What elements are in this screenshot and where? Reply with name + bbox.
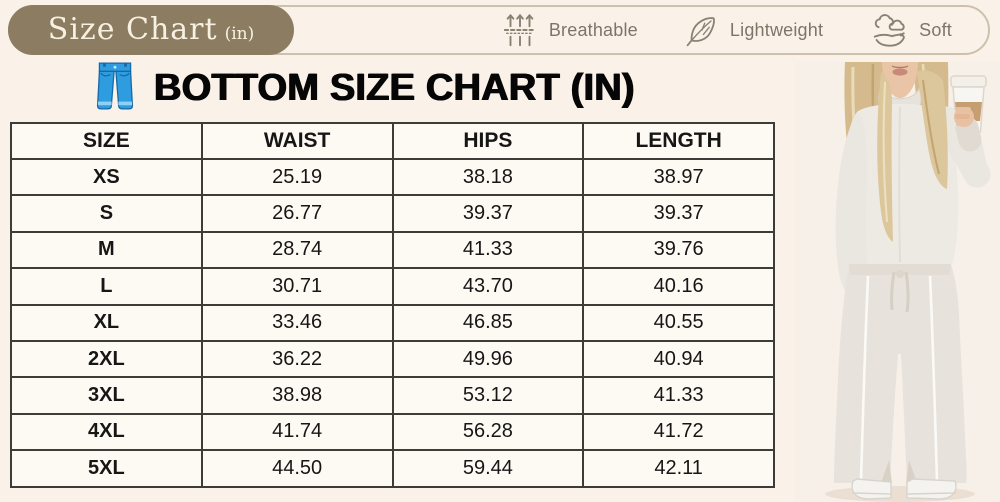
hips-cell: 38.18 xyxy=(391,157,585,197)
waist-cell: 30.71 xyxy=(200,267,394,306)
table-row: 3XL 38.98 53.12 41.33 xyxy=(10,376,775,415)
waist-cell: 25.19 xyxy=(200,157,394,197)
length-cell: 40.94 xyxy=(582,339,775,379)
length-cell: 41.72 xyxy=(582,412,775,452)
jeans-icon xyxy=(93,60,137,117)
length-cell: 39.37 xyxy=(582,194,775,233)
col-header-size: SIZE xyxy=(10,122,203,160)
col-header-hips: HIPS xyxy=(391,122,585,160)
table-row: 2XL 36.22 49.96 40.94 xyxy=(10,339,775,379)
size-cell: 2XL xyxy=(10,339,203,379)
title-bar: BOTTOM SIZE CHART (IN) xyxy=(93,60,635,116)
feature-lightweight: Lightweight xyxy=(684,12,823,48)
length-cell: 41.33 xyxy=(582,376,775,415)
size-cell: 5XL xyxy=(10,449,203,488)
waist-cell: 44.50 xyxy=(200,449,394,488)
length-cell: 42.11 xyxy=(582,449,775,488)
feature-bar: Size Chart (in) Breathable xyxy=(8,5,990,55)
waist-cell: 41.74 xyxy=(200,412,394,452)
length-cell: 40.55 xyxy=(582,303,775,342)
size-cell: S xyxy=(10,194,203,233)
badge-title: Size Chart xyxy=(47,12,218,47)
hips-cell: 41.33 xyxy=(391,230,585,270)
table-row: XS 25.19 38.18 38.97 xyxy=(10,157,775,197)
hips-cell: 39.37 xyxy=(391,194,585,233)
table-row: 4XL 41.74 56.28 41.72 xyxy=(10,412,775,452)
size-cell: 3XL xyxy=(10,376,203,415)
page-title: BOTTOM SIZE CHART (IN) xyxy=(154,67,635,109)
length-cell: 38.97 xyxy=(582,157,775,197)
feature-label: Soft xyxy=(919,19,952,40)
breathable-icon xyxy=(501,11,539,49)
length-cell: 39.76 xyxy=(582,230,775,270)
badge-unit: (in) xyxy=(224,23,255,44)
table-row: M 28.74 41.33 39.76 xyxy=(10,230,775,270)
waist-cell: 38.98 xyxy=(200,376,394,415)
size-cell: XS xyxy=(10,157,203,197)
size-chart-badge: Size Chart (in) xyxy=(8,5,294,55)
waist-cell: 26.77 xyxy=(200,194,394,233)
feature-soft: Soft xyxy=(869,11,952,49)
table-row: L 30.71 43.70 40.16 xyxy=(10,267,775,306)
size-cell: 4XL xyxy=(10,412,203,452)
feature-label: Breathable xyxy=(548,19,638,40)
size-cell: XL xyxy=(10,303,203,342)
feather-icon xyxy=(684,12,720,48)
hips-cell: 43.70 xyxy=(391,267,585,306)
col-header-waist: WAIST xyxy=(200,122,394,160)
hips-cell: 56.28 xyxy=(391,412,585,452)
table-header-row: SIZE WAIST HIPS LENGTH xyxy=(10,122,775,160)
hips-cell: 53.12 xyxy=(391,376,585,415)
feature-label: Lightweight xyxy=(729,19,824,40)
waist-cell: 28.74 xyxy=(200,230,394,270)
hips-cell: 59.44 xyxy=(391,449,585,488)
waist-cell: 33.46 xyxy=(200,303,394,342)
hips-cell: 49.96 xyxy=(391,339,585,379)
table-row: S 26.77 39.37 39.37 xyxy=(10,194,775,233)
table-row: XL 33.46 46.85 40.55 xyxy=(10,303,775,342)
hips-cell: 46.85 xyxy=(391,303,585,342)
size-cell: L xyxy=(10,267,203,306)
feature-breathable: Breathable xyxy=(501,11,638,49)
size-cell: M xyxy=(10,230,203,270)
size-table: SIZE WAIST HIPS LENGTH XS 25.19 38.18 38… xyxy=(10,122,775,488)
length-cell: 40.16 xyxy=(582,267,775,306)
model-photo xyxy=(795,62,1000,502)
cloud-hand-icon xyxy=(869,11,909,49)
waist-cell: 36.22 xyxy=(200,339,394,379)
col-header-length: LENGTH xyxy=(582,122,775,160)
table-row: 5XL 44.50 59.44 42.11 xyxy=(10,449,775,488)
